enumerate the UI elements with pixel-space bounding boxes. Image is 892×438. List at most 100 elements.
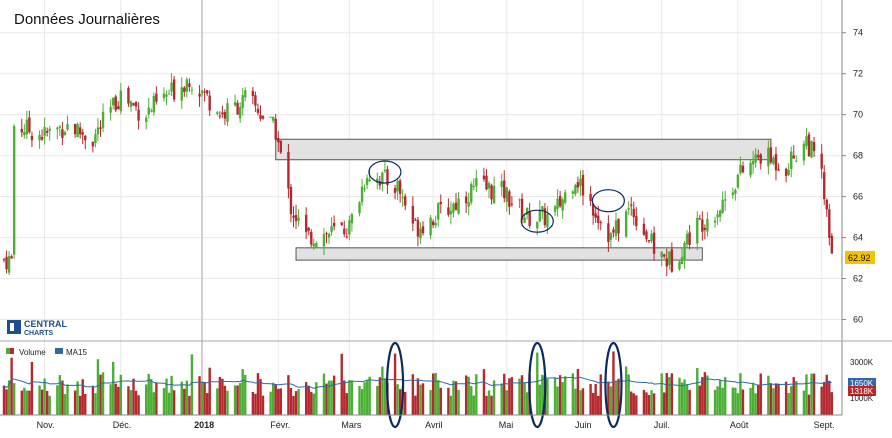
volume-bar [365,380,369,415]
volume-bar [698,385,701,415]
candle-body [365,178,369,185]
volume-bar [152,392,156,415]
volume-bar [383,378,387,415]
volume-bar [642,389,646,415]
candle-body [457,198,460,214]
candle-body [802,143,806,161]
volume-bar [485,395,488,415]
price-tick-label: 68 [853,151,863,161]
candle-body [647,240,651,242]
candle-body [795,160,798,162]
candle-body [188,83,191,87]
volume-bar [612,351,615,415]
candle-body [251,90,255,96]
candle-body [767,147,770,167]
ma15-legend-icon [55,348,63,354]
candle-body [571,191,575,194]
volume-ellipse [528,341,547,429]
volume-bar [48,395,51,415]
volume-bar [58,375,62,415]
candle-body [807,134,811,157]
candle-body [312,243,316,247]
volume-bar [76,381,79,415]
candle-body [607,223,610,243]
volume-bar [327,380,331,415]
candle-body [254,95,257,106]
candle-body [429,217,432,236]
candle-body [368,179,371,182]
legend-ma15-label: MA15 [66,348,87,357]
volume-bar [736,393,740,415]
candle-body [162,93,166,98]
candle-body [663,254,666,257]
candle-body [2,259,6,261]
candle-body [536,221,539,229]
candle-body [165,94,168,97]
candle-body [777,169,780,171]
volume-bar [117,386,120,415]
ma15-line [3,376,832,389]
volume-bar [61,380,64,415]
volume-bar [520,375,524,415]
volume-bar [706,375,709,415]
candle-body [561,199,564,211]
candle-body [645,231,648,240]
volume-bar [208,367,211,415]
volume-bar [198,376,201,415]
candle-body [660,251,663,258]
volume-bar [393,353,397,415]
candle-body [383,169,387,172]
volume-bar [447,387,450,415]
volume-bar [749,387,752,415]
candle-body [378,181,382,186]
candles [2,73,834,277]
volume-bar [325,383,328,415]
volume-bar [165,378,168,415]
candle-body [294,214,298,222]
volume-bar [404,391,407,415]
volume-bar [5,389,8,415]
candle-body [500,181,503,187]
volume-bars [2,351,834,415]
volume-bar [340,353,343,415]
candle-body [680,257,684,265]
candle-body [757,155,760,158]
candle-body [716,214,719,218]
candle-body [505,187,508,202]
candle-body [147,107,150,115]
volume-bar [12,383,16,415]
volume-bar [599,374,602,415]
volume-bar [251,391,255,415]
volume-bar [518,378,521,415]
candle-body [528,211,531,226]
candle-body [792,155,795,159]
volume-bar [487,390,491,415]
volume-bar [56,385,59,415]
legend-volume-label: Volume [19,348,46,357]
candle-body [439,201,442,205]
candle-body [25,119,29,135]
volume-bar [564,376,567,415]
candle-body [396,181,399,192]
volume-bar [523,382,526,415]
candle-body [289,186,293,215]
candle-body [304,214,308,232]
candle-body [109,107,112,113]
x-tick-label: Août [730,420,749,430]
candle-body [696,217,699,244]
volume-bar [597,395,600,415]
candle-body [269,116,272,118]
volume-bar [663,392,666,415]
volume-bar [475,374,478,415]
candle-body [172,79,176,100]
volume-bar [99,374,102,415]
volume-bar [25,390,29,415]
volume-bar [508,378,511,415]
volume-bar [558,375,562,415]
candle-body [523,217,526,223]
volume-bar [652,393,656,415]
volume-bar [244,374,247,415]
volume-bar [287,375,290,415]
